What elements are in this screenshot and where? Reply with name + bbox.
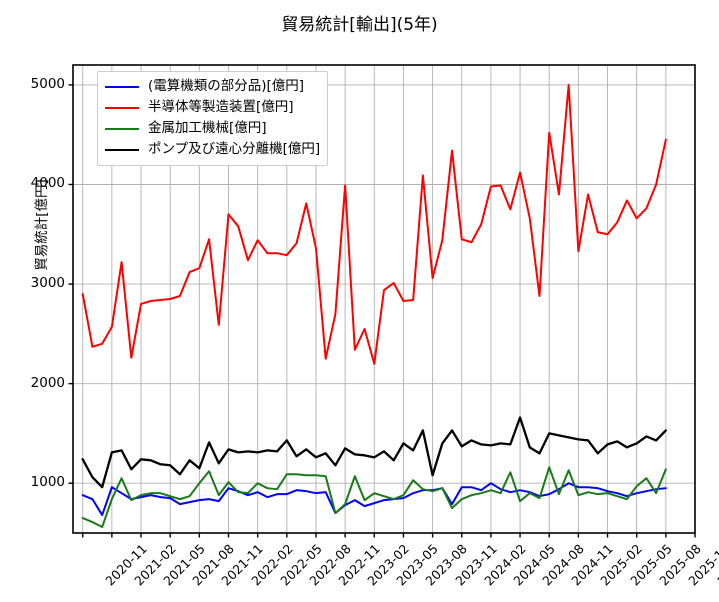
y-tick-label: 3000 (30, 275, 65, 292)
legend-swatch-green (105, 127, 139, 130)
y-tick-label: 5000 (30, 75, 65, 92)
y-tick-label: 2000 (30, 374, 65, 391)
legend-label: 金属加工機械[億円] (148, 119, 267, 136)
legend-swatch-red (105, 106, 139, 109)
legend-swatch-blue (105, 85, 139, 88)
legend-label: ポンプ及び遠心分離機[億円] (148, 140, 321, 157)
legend-label: 半導体等製造装置[億円] (148, 98, 294, 115)
y-tick-label: 4000 (30, 175, 65, 192)
legend-item: 半導体等製造装置[億円] (105, 97, 320, 118)
chart-legend: (電算機類の部分品)[億円] 半導体等製造装置[億円] 金属加工機械[億円] ポ… (97, 71, 329, 166)
y-tick-label: 1000 (30, 474, 65, 491)
legend-item: 金属加工機械[億円] (105, 118, 320, 139)
legend-item: (電算機類の部分品)[億円] (105, 76, 320, 97)
legend-swatch-black (105, 148, 139, 151)
legend-item: ポンプ及び遠心分離機[億円] (105, 139, 320, 160)
page-title: 貿易統計[輸出](5年) (281, 15, 438, 35)
legend-label: (電算機類の部分品)[億円] (148, 77, 305, 94)
